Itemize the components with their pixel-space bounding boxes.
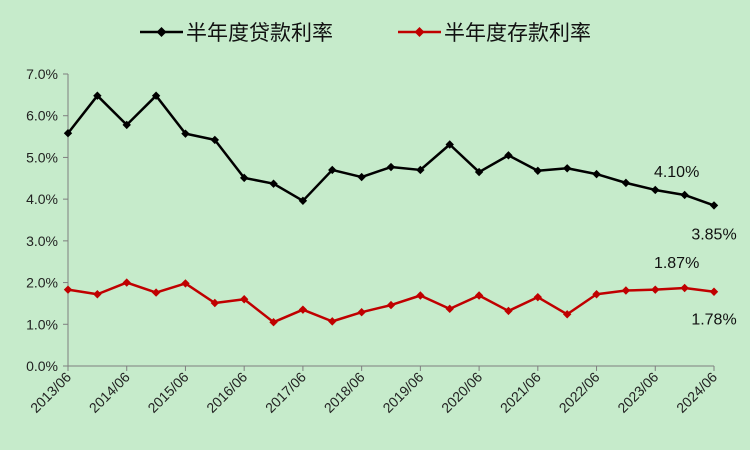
x-tick-label: 2014/06 xyxy=(86,369,133,416)
deposit-rate-point xyxy=(533,292,543,302)
deposit-rate-point xyxy=(709,287,719,296)
x-tick-label: 2015/06 xyxy=(144,369,191,416)
deposit-rate-point xyxy=(151,288,161,297)
loan-rate-point xyxy=(621,178,631,188)
deposit-rate-point xyxy=(474,291,484,300)
deposit-rate-point xyxy=(239,295,249,304)
deposit-rate-point xyxy=(298,305,308,314)
deposit-rate-point xyxy=(445,304,454,314)
loan-rate-point xyxy=(151,91,161,100)
deposit-rate-point xyxy=(562,310,572,319)
y-tick-label: 0.0% xyxy=(26,358,58,374)
deposit-rate-point xyxy=(328,317,337,326)
x-tick-label: 2013/06 xyxy=(27,369,74,416)
loan-rate-point xyxy=(181,129,190,138)
loan-rate-point xyxy=(298,196,308,206)
legend-label-deposit: 半年度存款利率 xyxy=(444,21,591,45)
y-tick-label: 1.0% xyxy=(26,316,58,332)
loan-rate-point xyxy=(210,135,220,145)
deposit-rate-point xyxy=(504,306,513,316)
x-tick-label: 2022/06 xyxy=(556,369,603,416)
loan-rate-line xyxy=(67,94,715,207)
deposit-rate-point xyxy=(63,285,73,294)
y-tick-label: 4.0% xyxy=(26,191,58,207)
legend: 半年度贷款利率 半年度存款利率 xyxy=(140,21,591,45)
loan-rate-point xyxy=(269,179,278,188)
x-tick-label: 2018/06 xyxy=(321,369,368,416)
deposit-rate-point xyxy=(680,283,689,293)
loan-rate-point xyxy=(416,165,425,175)
deposit-rate-point xyxy=(651,285,660,294)
x-tick-label: 2016/06 xyxy=(203,369,250,416)
data-label: 1.78% xyxy=(691,312,736,329)
legend-swatch-loan-marker xyxy=(156,27,167,37)
deposit-rate-point xyxy=(621,286,631,295)
x-tick-label: 2023/06 xyxy=(614,369,661,416)
y-tick-label: 6.0% xyxy=(26,108,58,124)
data-label: 1.87% xyxy=(654,255,699,272)
deposit-rate-point xyxy=(93,290,102,299)
data-label: 3.85% xyxy=(691,226,736,243)
loan-rate-point xyxy=(533,166,543,175)
axes: 0.0% 1.0% 2.0% 3.0% 4.0% 5.0% 6.0% 7.0% 2013/06 2… xyxy=(26,66,720,416)
y-tick-label: 3.0% xyxy=(26,233,58,249)
deposit-rate-point xyxy=(416,291,425,300)
loan-rate-point xyxy=(474,167,484,177)
deposit-rate-point xyxy=(269,318,278,327)
loan-rate-point xyxy=(63,129,73,138)
loan-rate-point xyxy=(651,185,660,195)
y-tick-label: 2.0% xyxy=(26,275,58,291)
deposit-rate-point xyxy=(122,278,131,287)
data-label: 4.10% xyxy=(654,164,699,181)
deposit-rate-point xyxy=(181,279,190,288)
legend-item-deposit: 半年度存款利率 xyxy=(398,21,591,45)
loan-rate-point xyxy=(592,169,601,179)
x-tick-label: 2021/06 xyxy=(497,369,544,416)
loan-rate-point xyxy=(239,173,249,183)
y-tick-label: 5.0% xyxy=(26,149,58,165)
deposit-rate-point xyxy=(386,300,396,310)
loan-rate-point xyxy=(93,91,102,100)
legend-swatch-deposit-marker xyxy=(414,27,425,37)
deposit-rate-point xyxy=(592,290,601,299)
loan-rate-point xyxy=(328,165,337,175)
x-tick-label: 2019/06 xyxy=(379,369,426,416)
loan-rate-point xyxy=(122,120,131,130)
deposit-rate-point xyxy=(357,307,366,317)
loan-rate-point xyxy=(680,190,689,200)
loan-rate-point xyxy=(709,201,719,210)
loan-rate-point xyxy=(357,172,366,182)
y-tick-label: 7.0% xyxy=(26,66,58,82)
loan-rate-point xyxy=(386,162,396,172)
x-tick-label: 2017/06 xyxy=(262,369,309,416)
x-tick-label: 2020/06 xyxy=(438,369,485,416)
deposit-rate-point xyxy=(210,298,220,308)
legend-label-loan: 半年度贷款利率 xyxy=(186,21,333,45)
data-labels: 4.10% 3.85% 1.87% 1.78% xyxy=(654,164,737,329)
legend-item-loan: 半年度贷款利率 xyxy=(140,21,333,45)
loan-rate-point xyxy=(504,151,513,160)
loan-rate-point xyxy=(445,140,454,149)
x-tick-label: 2024/06 xyxy=(673,369,720,416)
loan-rate-point xyxy=(562,164,572,173)
series-layer xyxy=(63,91,719,327)
